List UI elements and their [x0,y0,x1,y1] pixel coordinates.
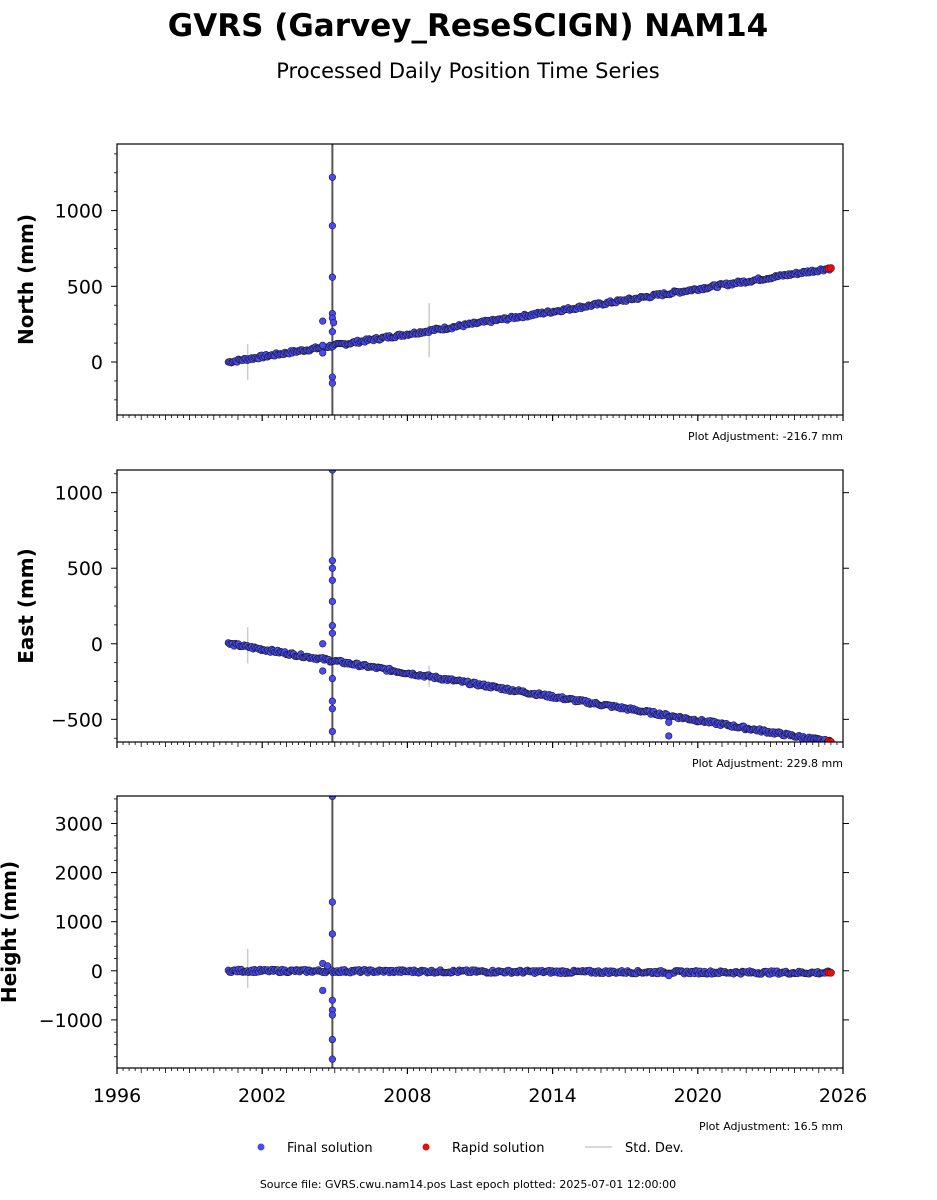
legend-rapid-label: Rapid solution [452,1141,544,1156]
final-point-outlier [328,930,336,938]
final-point-outlier [665,972,673,980]
final-point-outlier [328,1035,336,1044]
y-tick-label: 500 [67,276,103,298]
plot-frame [116,795,844,1069]
y-tick-label: 1000 [55,483,103,505]
y-tick-label: 0 [91,634,103,656]
final-point-outlier [329,319,338,327]
chart-subtitle: Processed Daily Position Time Series [276,59,660,83]
source-footer: Source file: GVRS.cwu.nam14.pos Last epo… [260,1178,676,1191]
legend: Final solution Rapid solution Std. Dev. [257,1141,684,1156]
final-point-outlier [328,1055,336,1063]
final-point-outlier [328,576,336,584]
final-point-outlier [328,557,336,565]
final-point-outlier [328,674,336,683]
final-point-outlier [328,328,336,336]
final-point-outlier [328,373,336,381]
x-tick-label: 2002 [238,1085,286,1107]
y-tick-label: 2000 [55,863,103,885]
final-point-outlier [319,986,327,995]
legend-final-marker [257,1143,265,1151]
legend-final-label: Final solution [287,1141,373,1156]
y-tick-label: 3000 [55,813,103,835]
final-point-outlier [328,705,336,713]
final-point-outlier [328,173,336,181]
final-point-outlier [328,697,336,705]
plot-adjustment-label: Plot Adjustment: 229.8 mm [692,757,843,770]
rapid-point [827,738,835,742]
final-point-outlier [328,273,336,281]
height-panel: −1000 0 1000 2000 3000 1996 2002 2008 2014 2020 20… [0,795,867,1133]
plot-area [224,144,835,415]
x-tick-label: 2008 [383,1085,431,1107]
north-panel: 0 500 1000 North (mm) Plot Adjustment: -216.… [14,143,849,443]
final-point-outlier [328,564,336,572]
y-axis-label: North (mm) [14,214,38,345]
final-point-outlier [328,727,336,736]
y-tick-label: 1000 [55,912,103,934]
final-point-outlier [319,341,327,349]
y-tick-label: −500 [51,709,103,731]
final-point-outlier [328,996,336,1004]
y-tick-label: −1000 [39,1010,103,1032]
final-point-outlier [319,667,327,675]
x-tick-label: 2020 [674,1085,722,1107]
plot-adjustment-label: Plot Adjustment: -216.7 mm [688,430,843,443]
final-point-outlier [328,379,336,387]
final-point-outlier [665,732,673,740]
rapid-point [827,968,835,977]
final-point-outlier [665,718,673,726]
y-axis-label: Height (mm) [0,861,21,1003]
final-point-outlier [328,622,336,630]
chart-title: GVRS (Garvey_ReseSCIGN) NAM14 [168,8,768,44]
y-axis-label: East (mm) [14,548,38,664]
legend-std-label: Std. Dev. [625,1141,684,1156]
final-point-outlier [328,597,336,606]
final-point-outlier [319,349,327,357]
x-tick-label: 2014 [528,1085,576,1107]
east-panel: −500 0 500 1000 East (mm) Plot Adjustment: 22… [14,469,849,770]
y-tick-label: 1000 [55,201,103,223]
final-point-outlier [328,898,336,906]
final-point-outlier [328,222,336,230]
final-point-outlier [328,629,336,637]
plot-area [224,470,835,742]
final-point-outlier [328,1011,336,1019]
plot-area [224,796,835,1068]
x-tick-label: 1996 [93,1085,141,1107]
final-point-outlier [319,640,327,648]
y-tick-label: 0 [91,352,103,374]
x-tick-label: 2026 [819,1085,867,1107]
final-point-outlier [319,317,327,325]
rapid-point [827,264,835,273]
plot-frame [116,469,844,743]
y-tick-label: 0 [91,961,103,983]
plot-adjustment-label: Plot Adjustment: 16.5 mm [699,1120,843,1133]
legend-rapid-marker [422,1143,430,1151]
final-point-outlier [323,962,332,970]
y-tick-label: 500 [67,558,103,580]
